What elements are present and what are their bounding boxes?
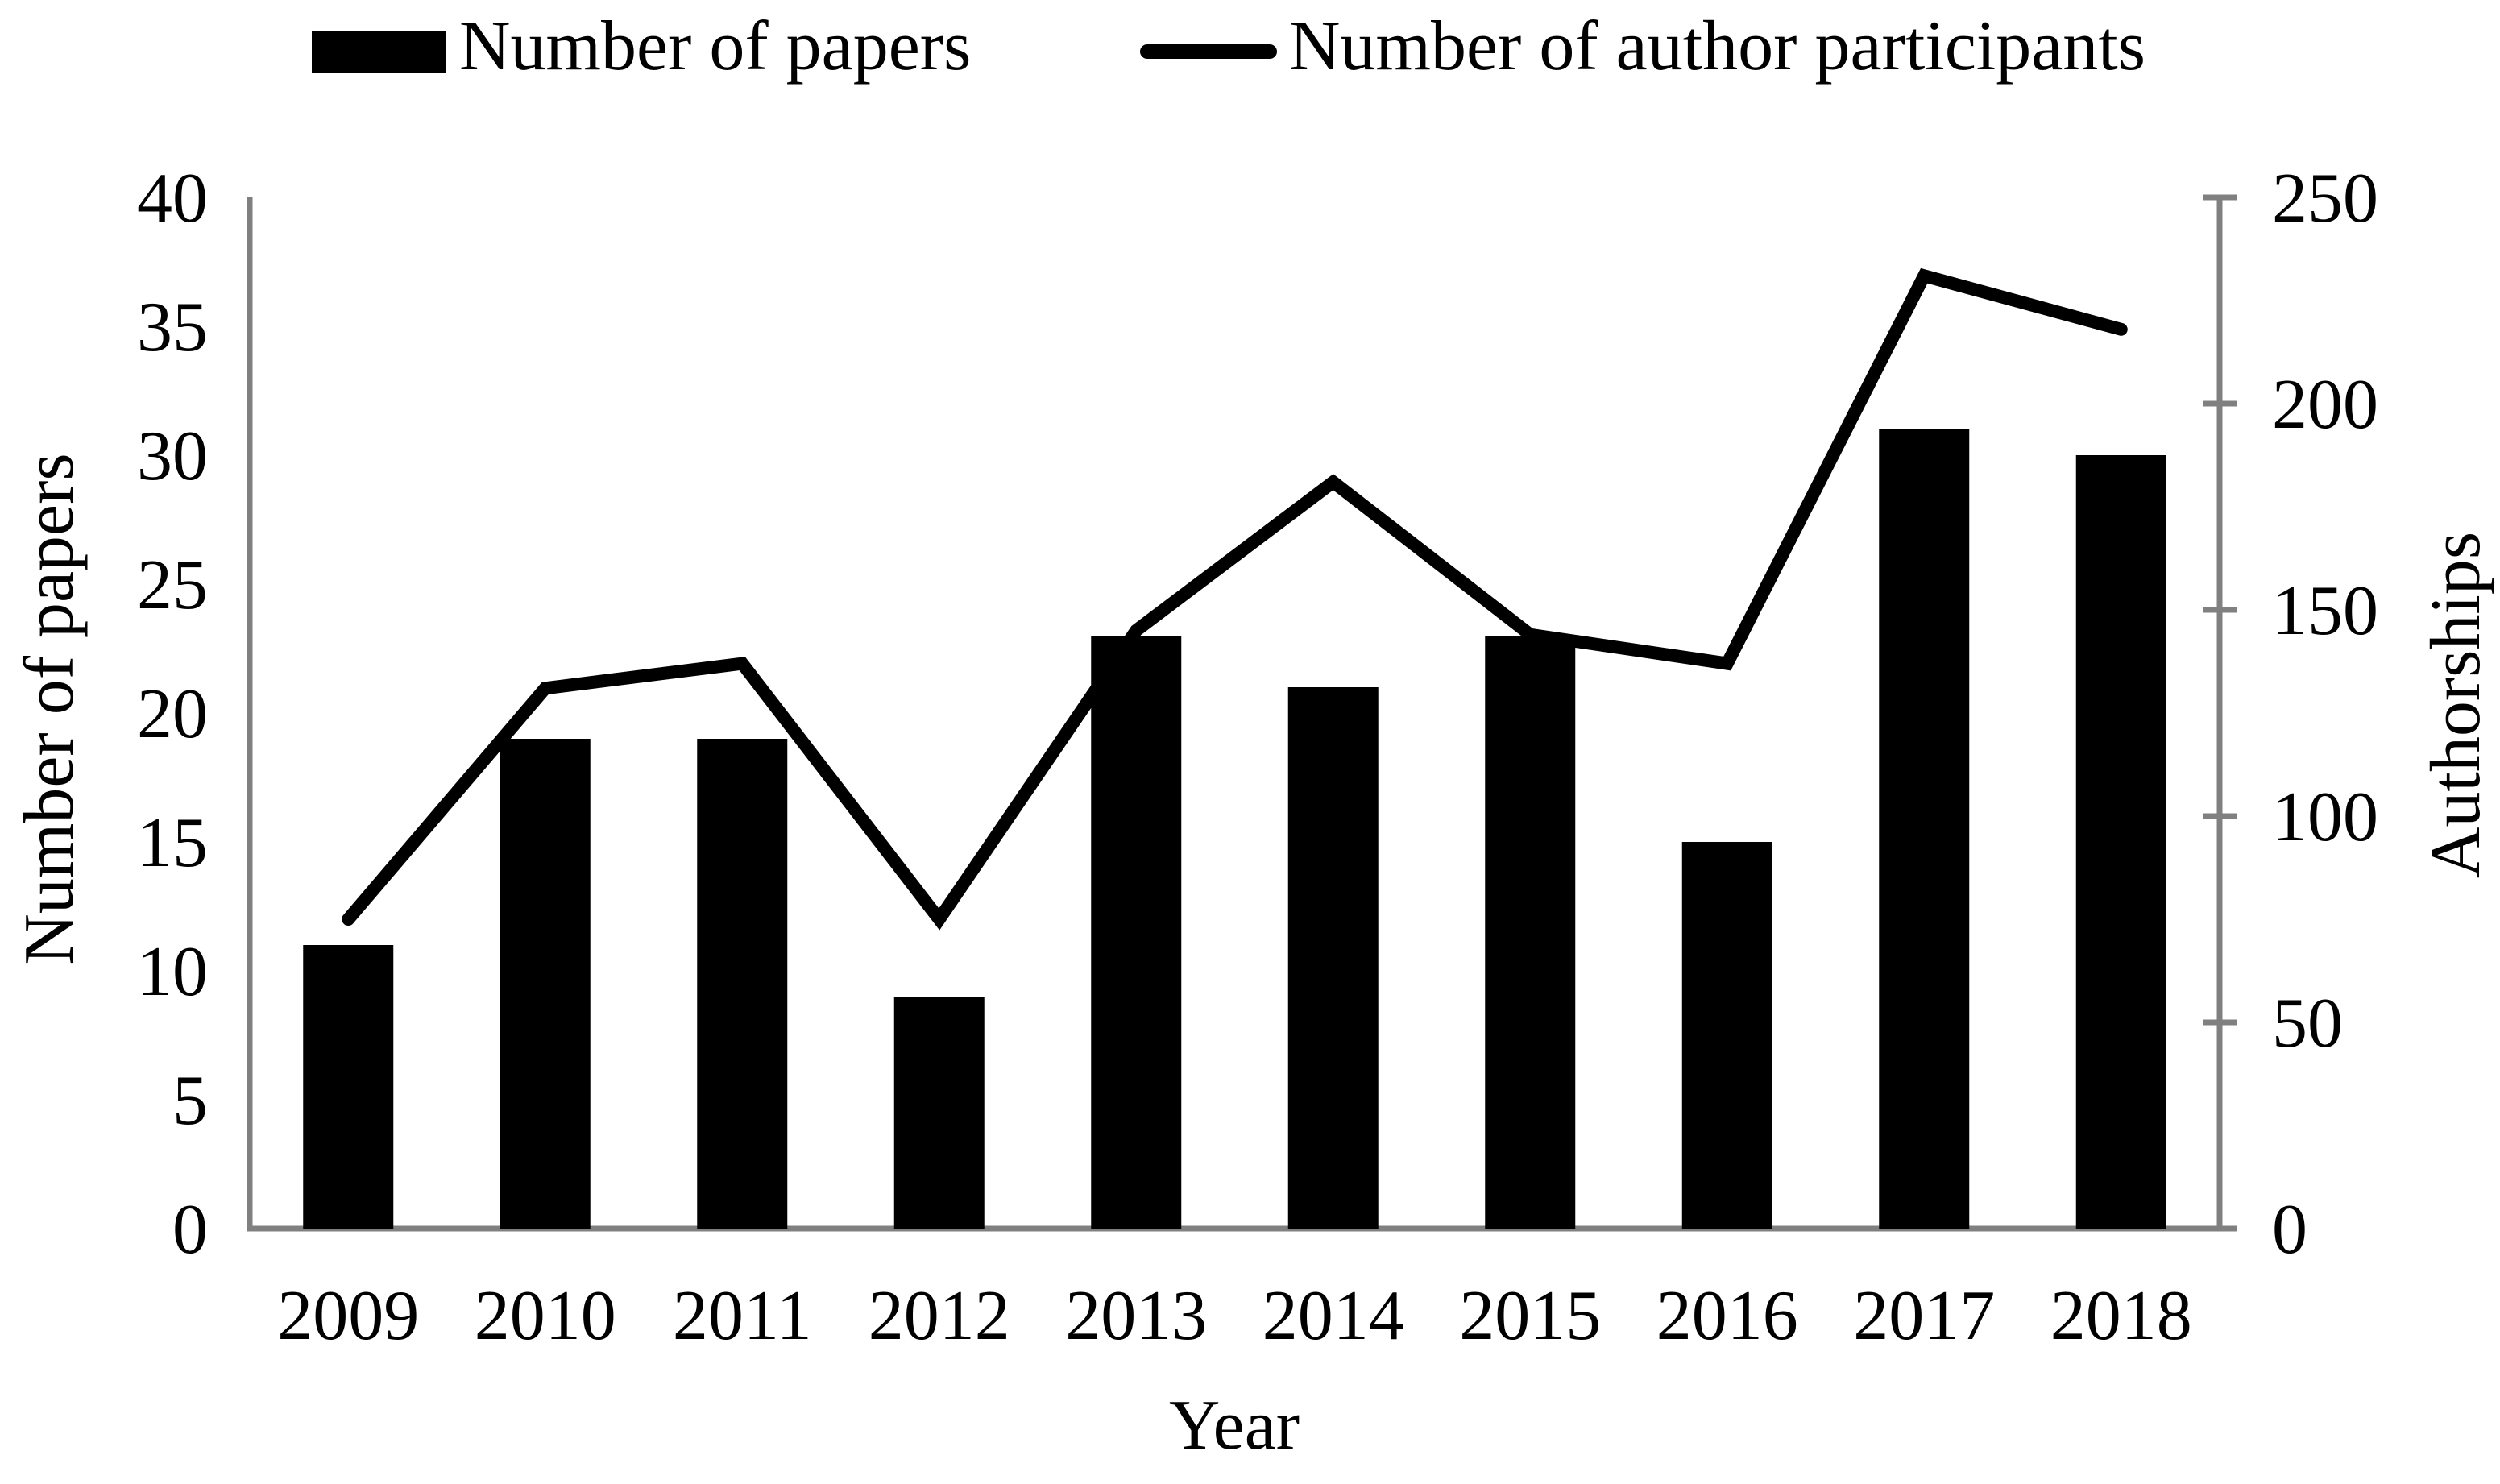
x-tick-label-2017: 2017 <box>1853 1277 1995 1355</box>
left-axis-tick-label: 30 <box>137 417 208 495</box>
left-axis-tick-label: 25 <box>137 546 208 624</box>
authorships-line <box>342 267 2128 931</box>
right-axis-tick-label: 0 <box>2272 1191 2307 1269</box>
left-axis-tick-label: 10 <box>137 933 208 1011</box>
x-tick-label-2014: 2014 <box>1262 1277 1404 1355</box>
papers-bar-2016 <box>1681 842 1772 1229</box>
x-tick-label-2018: 2018 <box>2050 1277 2192 1355</box>
left-axis-tick-label: 5 <box>172 1062 208 1140</box>
legend-label-papers: Number of papers <box>459 7 972 85</box>
papers-bar-2015 <box>1485 636 1576 1229</box>
x-tick-label-2013: 2013 <box>1065 1277 1207 1355</box>
x-axis-title: Year <box>1168 1387 1300 1465</box>
papers-bar-2014 <box>1287 687 1379 1229</box>
x-tick-label-2012: 2012 <box>869 1277 1010 1355</box>
left-axis-tick-label: 15 <box>137 804 208 882</box>
legend-bar-swatch <box>312 31 446 73</box>
x-tick-label-2016: 2016 <box>1656 1277 1798 1355</box>
legend-line-swatch <box>1140 44 1277 59</box>
left-axis-tick-label: 40 <box>137 160 208 238</box>
left-axis-tick-label: 0 <box>172 1191 208 1269</box>
papers-bar-2009 <box>303 945 394 1229</box>
right-axis-tick-label: 250 <box>2272 160 2378 238</box>
left-axis-tick-label: 35 <box>137 288 208 367</box>
x-tick-label-2015: 2015 <box>1459 1277 1601 1355</box>
right-axis-tick-label: 50 <box>2272 984 2343 1063</box>
right-axis-tick-label: 200 <box>2272 366 2378 444</box>
papers-bar-2010 <box>500 739 591 1229</box>
papers-bar-2018 <box>2075 455 2166 1229</box>
legend-label-authors: Number of author participants <box>1289 7 2146 85</box>
left-axis-tick-label: 20 <box>137 675 208 753</box>
x-tick-label-2011: 2011 <box>673 1277 812 1355</box>
papers-bar-2012 <box>893 997 985 1229</box>
papers-bar-2013 <box>1091 636 1182 1229</box>
x-tick-label-2009: 2009 <box>277 1277 419 1355</box>
x-tick-label-2010: 2010 <box>475 1277 616 1355</box>
right-axis-tick-label: 100 <box>2272 778 2378 856</box>
papers-bar-2011 <box>697 739 788 1229</box>
right-axis-tick-label: 150 <box>2272 572 2378 650</box>
papers-bar-2017 <box>1879 429 1970 1229</box>
